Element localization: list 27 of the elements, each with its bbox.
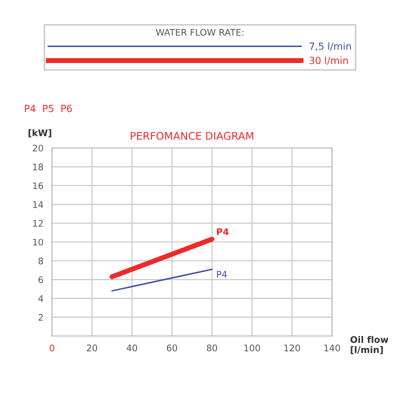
y-tick-label: 2 xyxy=(38,314,43,321)
chart-subtitle: P4 P5 P6 xyxy=(24,104,72,112)
y-tick-label: 4 xyxy=(38,295,44,302)
y-axis-title: [kW] xyxy=(28,129,52,138)
x-tick-label: 0 xyxy=(50,344,54,352)
y-tick-label: 20 xyxy=(32,144,44,152)
x-tick-label: 40 xyxy=(126,344,138,352)
text: 30 l/min xyxy=(310,56,348,65)
x-tick-label: 140 xyxy=(324,344,340,352)
annotation: P4 xyxy=(217,271,227,278)
x-tick-label: 80 xyxy=(206,344,218,352)
x-tick-label: 100 xyxy=(244,344,260,352)
x-tick-label: 60 xyxy=(166,344,178,352)
text: 7,5 l/min xyxy=(310,42,351,51)
x-tick-label: 120 xyxy=(284,344,300,352)
y-tick-label: 14 xyxy=(33,201,44,208)
y-tick-label: 10 xyxy=(33,238,44,246)
y-tick-label: 18 xyxy=(33,164,44,170)
annotation: P4 xyxy=(216,228,229,236)
legend-title: WATER FLOW RATE: xyxy=(156,28,244,36)
y-tick-label: 16 xyxy=(33,182,44,190)
x-axis-title: Oil flow [l/min] xyxy=(350,336,388,354)
y-tick-label: 12 xyxy=(33,220,43,227)
x-tick-label: 20 xyxy=(86,344,98,352)
chart-title: PERFOMANCE DIAGRAM xyxy=(130,132,254,140)
y-tick-label: 8 xyxy=(38,258,44,264)
y-tick-label: 6 xyxy=(38,276,44,284)
